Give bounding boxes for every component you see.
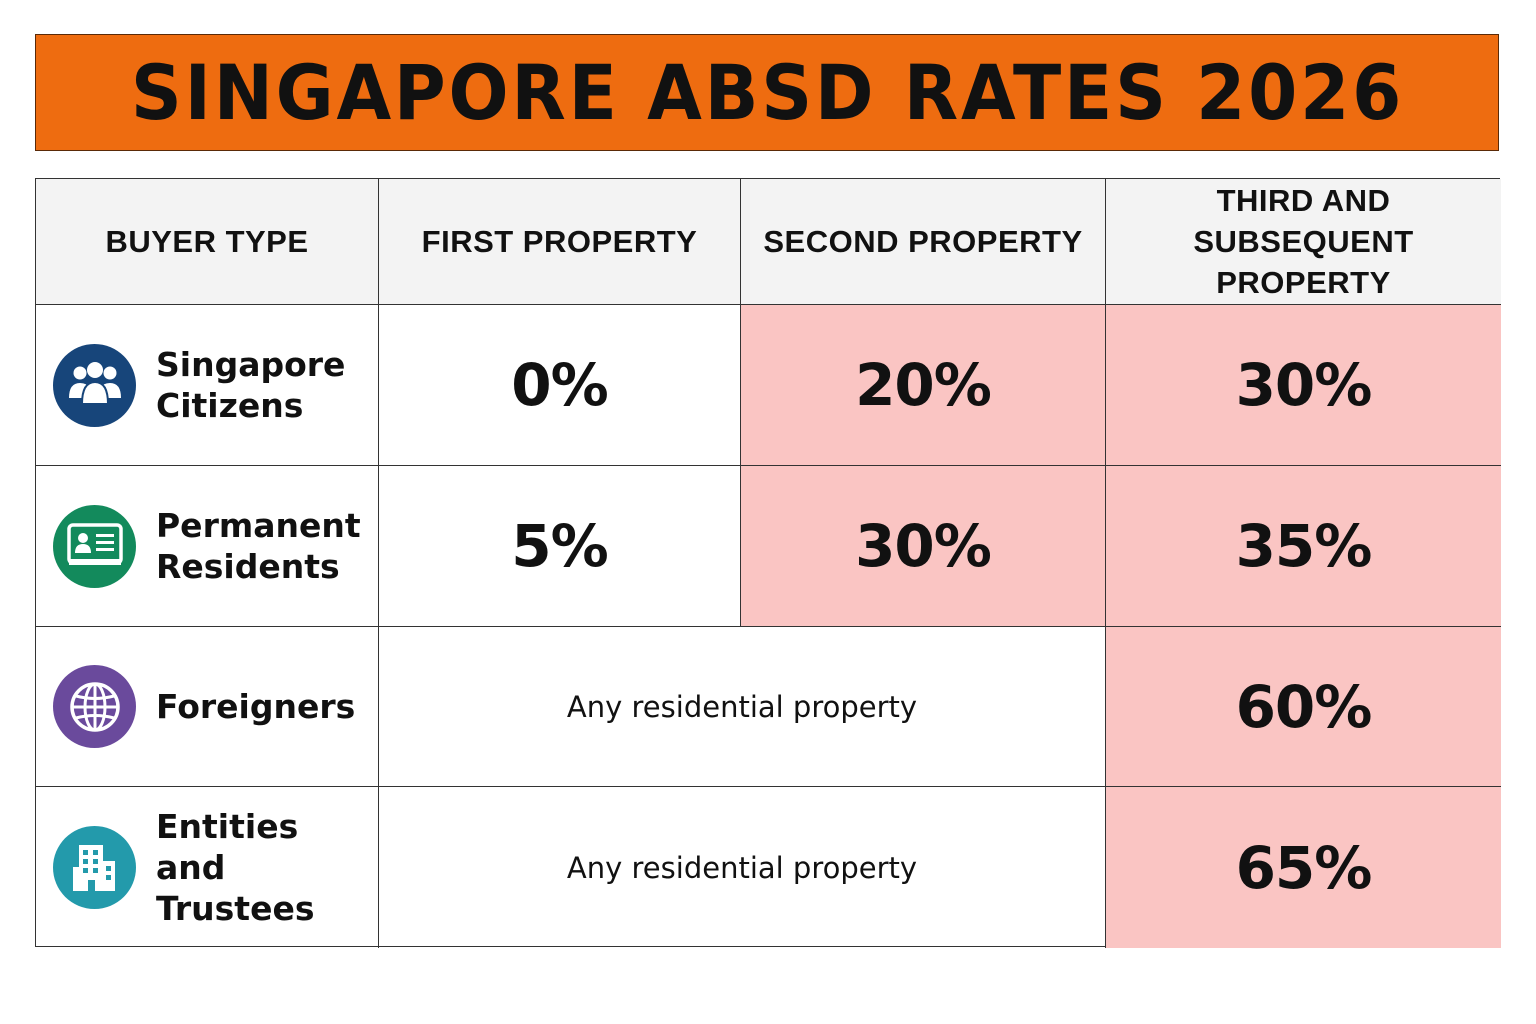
header-third-line2: SUBSEQUENT PROPERTY [1193,224,1414,300]
page-title: SINGAPORE ABSD RATES 2026 [130,48,1404,137]
pr-third-rate: 35% [1106,466,1501,627]
header-buyer-type: BUYER TYPE [36,179,379,305]
buyer-label-line1: Entities and [156,807,299,887]
pr-first-rate: 5% [379,466,741,627]
buyer-entities-trustees: Entities and Trustees [36,787,379,948]
absd-rates-table: BUYER TYPE FIRST PROPERTY SECOND PROPERT… [35,178,1501,948]
title-banner: SINGAPORE ABSD RATES 2026 [35,34,1499,151]
buyer-label-entities-trustees: Entities and Trustees [156,806,378,929]
entities-rate: 65% [1106,787,1501,948]
buyer-label-line1: Permanent [156,506,361,545]
rate-value: 35% [1235,512,1373,580]
rate-value: 60% [1235,672,1373,741]
buyer-label-permanent-residents: Permanent Residents [156,505,361,587]
header-third-line1: THIRD AND [1216,183,1391,218]
rate-value: 20% [855,351,992,419]
citizens-third-rate: 30% [1106,305,1501,466]
buyer-label-singapore-citizens: Singapore Citizens [156,344,345,426]
id-card-icon [53,504,136,588]
header-buyer-type-label: BUYER TYPE [105,224,309,259]
header-third-property: THIRD AND SUBSEQUENT PROPERTY [1106,179,1501,305]
note-text: Any residential property [566,689,918,724]
rate-value: 30% [855,512,992,580]
buyer-singapore-citizens: Singapore Citizens [36,305,379,466]
rate-value: 0% [511,351,608,419]
pr-second-rate: 30% [741,466,1106,627]
header-third-property-label: THIRD AND SUBSEQUENT PROPERTY [1116,180,1491,303]
people-group-icon [53,343,136,427]
header-first-property: FIRST PROPERTY [379,179,741,305]
buyer-label-foreigners: Foreigners [156,686,355,727]
header-first-property-label: FIRST PROPERTY [421,224,698,259]
buyer-label-line1: Singapore [156,345,346,384]
buyer-label-line2: Trustees [156,889,315,928]
note-text: Any residential property [566,850,918,885]
globe-icon [53,665,136,748]
header-second-property-label: SECOND PROPERTY [763,224,1083,259]
buyer-label-line1: Foreigners [156,687,356,726]
foreigners-any-property: Any residential property [379,627,1106,787]
building-icon [53,826,136,909]
buyer-permanent-residents: Permanent Residents [36,466,379,627]
entities-any-property: Any residential property [379,787,1106,948]
header-second-property: SECOND PROPERTY [741,179,1106,305]
rate-value: 65% [1235,833,1373,902]
citizens-second-rate: 20% [741,305,1106,466]
citizens-first-rate: 0% [379,305,741,466]
rate-value: 5% [511,512,608,580]
buyer-label-line2: Residents [156,547,340,586]
rate-value: 30% [1235,351,1373,419]
buyer-foreigners: Foreigners [36,627,379,787]
buyer-label-line2: Citizens [156,386,304,425]
foreigners-rate: 60% [1106,627,1501,787]
